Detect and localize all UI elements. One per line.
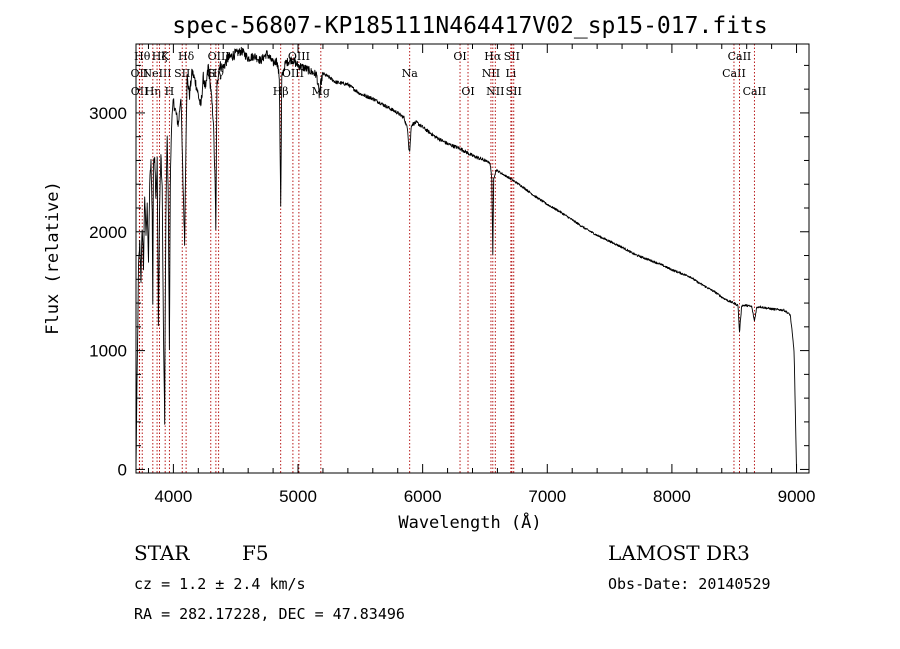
- line-marker-label-14: OIII: [282, 67, 304, 80]
- spectrum-curve-layer: [135, 46, 797, 470]
- coords-text: RA = 282.17228, DEC = 47.83496: [134, 605, 405, 623]
- y-tick-label-2: 2000: [89, 223, 127, 242]
- x-tick-label-0: 4000: [154, 487, 192, 506]
- y-tick-label-3: 3000: [89, 104, 127, 123]
- line-marker-label-11: Hγ: [208, 67, 225, 80]
- line-marker-label-18: OI: [453, 50, 466, 63]
- line-marker-label-28: CaII: [743, 85, 767, 98]
- line-marker-label-4: NeIII: [142, 67, 171, 80]
- line-marker-label-25: SII: [506, 85, 522, 98]
- line-marker-label-7: H: [165, 85, 175, 98]
- y-tick-label-1: 1000: [89, 342, 127, 361]
- line-marker-label-26: CaII: [722, 67, 746, 80]
- line-marker-label-16: Mg: [312, 85, 330, 98]
- redshift-text: cz = 1.2 ± 2.4 km/s: [134, 575, 306, 593]
- line-marker-label-12: OIII: [208, 50, 230, 63]
- line-marker-label-22: NII: [486, 85, 504, 98]
- line-marker-label-21: Hα: [484, 50, 502, 63]
- subclass-label: F5: [242, 541, 269, 565]
- y-tick-label-0: 0: [118, 460, 127, 479]
- survey-label: LAMOST DR3: [608, 541, 750, 565]
- y-axis-label: Flux (relative): [43, 181, 63, 335]
- x-tick-label-3: 7000: [528, 487, 566, 506]
- line-marker-label-2: Hθ: [134, 50, 151, 63]
- chart-title: spec-56807-KP185111N464417V02_sp15-017.f…: [172, 13, 767, 39]
- spectrum-series-0: [135, 46, 797, 470]
- line-marker-label-5: Hζ: [152, 50, 168, 63]
- axis-ticks: 4000 5000 6000 7000 8000 9000 0 1000 2000 3000: [89, 44, 815, 506]
- x-axis-label: Wavelength (Å): [398, 511, 541, 533]
- obs-date-text: Obs-Date: 20140529: [608, 575, 771, 593]
- line-marker-label-9: Hδ: [178, 50, 195, 63]
- line-marker-label-19: OI: [461, 85, 474, 98]
- x-tick-label-1: 5000: [279, 487, 317, 506]
- class-label: STAR: [134, 541, 190, 565]
- x-tick-label-5: 9000: [778, 487, 816, 506]
- line-marker-label-3: Hη: [145, 85, 161, 98]
- line-marker-label-13: Hβ: [273, 85, 289, 98]
- line-marker-label-24: SII: [504, 50, 520, 63]
- line-marker-label-1: OII: [131, 85, 149, 98]
- info-panel: STAR F5 LAMOST DR3 cz = 1.2 ± 2.4 km/s O…: [134, 541, 771, 623]
- line-marker-label-15: OIII: [288, 50, 310, 63]
- line-marker-label-20: NII: [482, 67, 500, 80]
- line-marker-label-17: Na: [402, 67, 419, 80]
- line-marker-label-10: G: [206, 67, 215, 80]
- line-marker-label-27: CaII: [728, 50, 752, 63]
- line-marker-label-23: Li: [505, 67, 516, 80]
- line-marker-label-6: K: [161, 50, 170, 63]
- x-tick-label-4: 8000: [653, 487, 691, 506]
- x-tick-label-2: 6000: [404, 487, 442, 506]
